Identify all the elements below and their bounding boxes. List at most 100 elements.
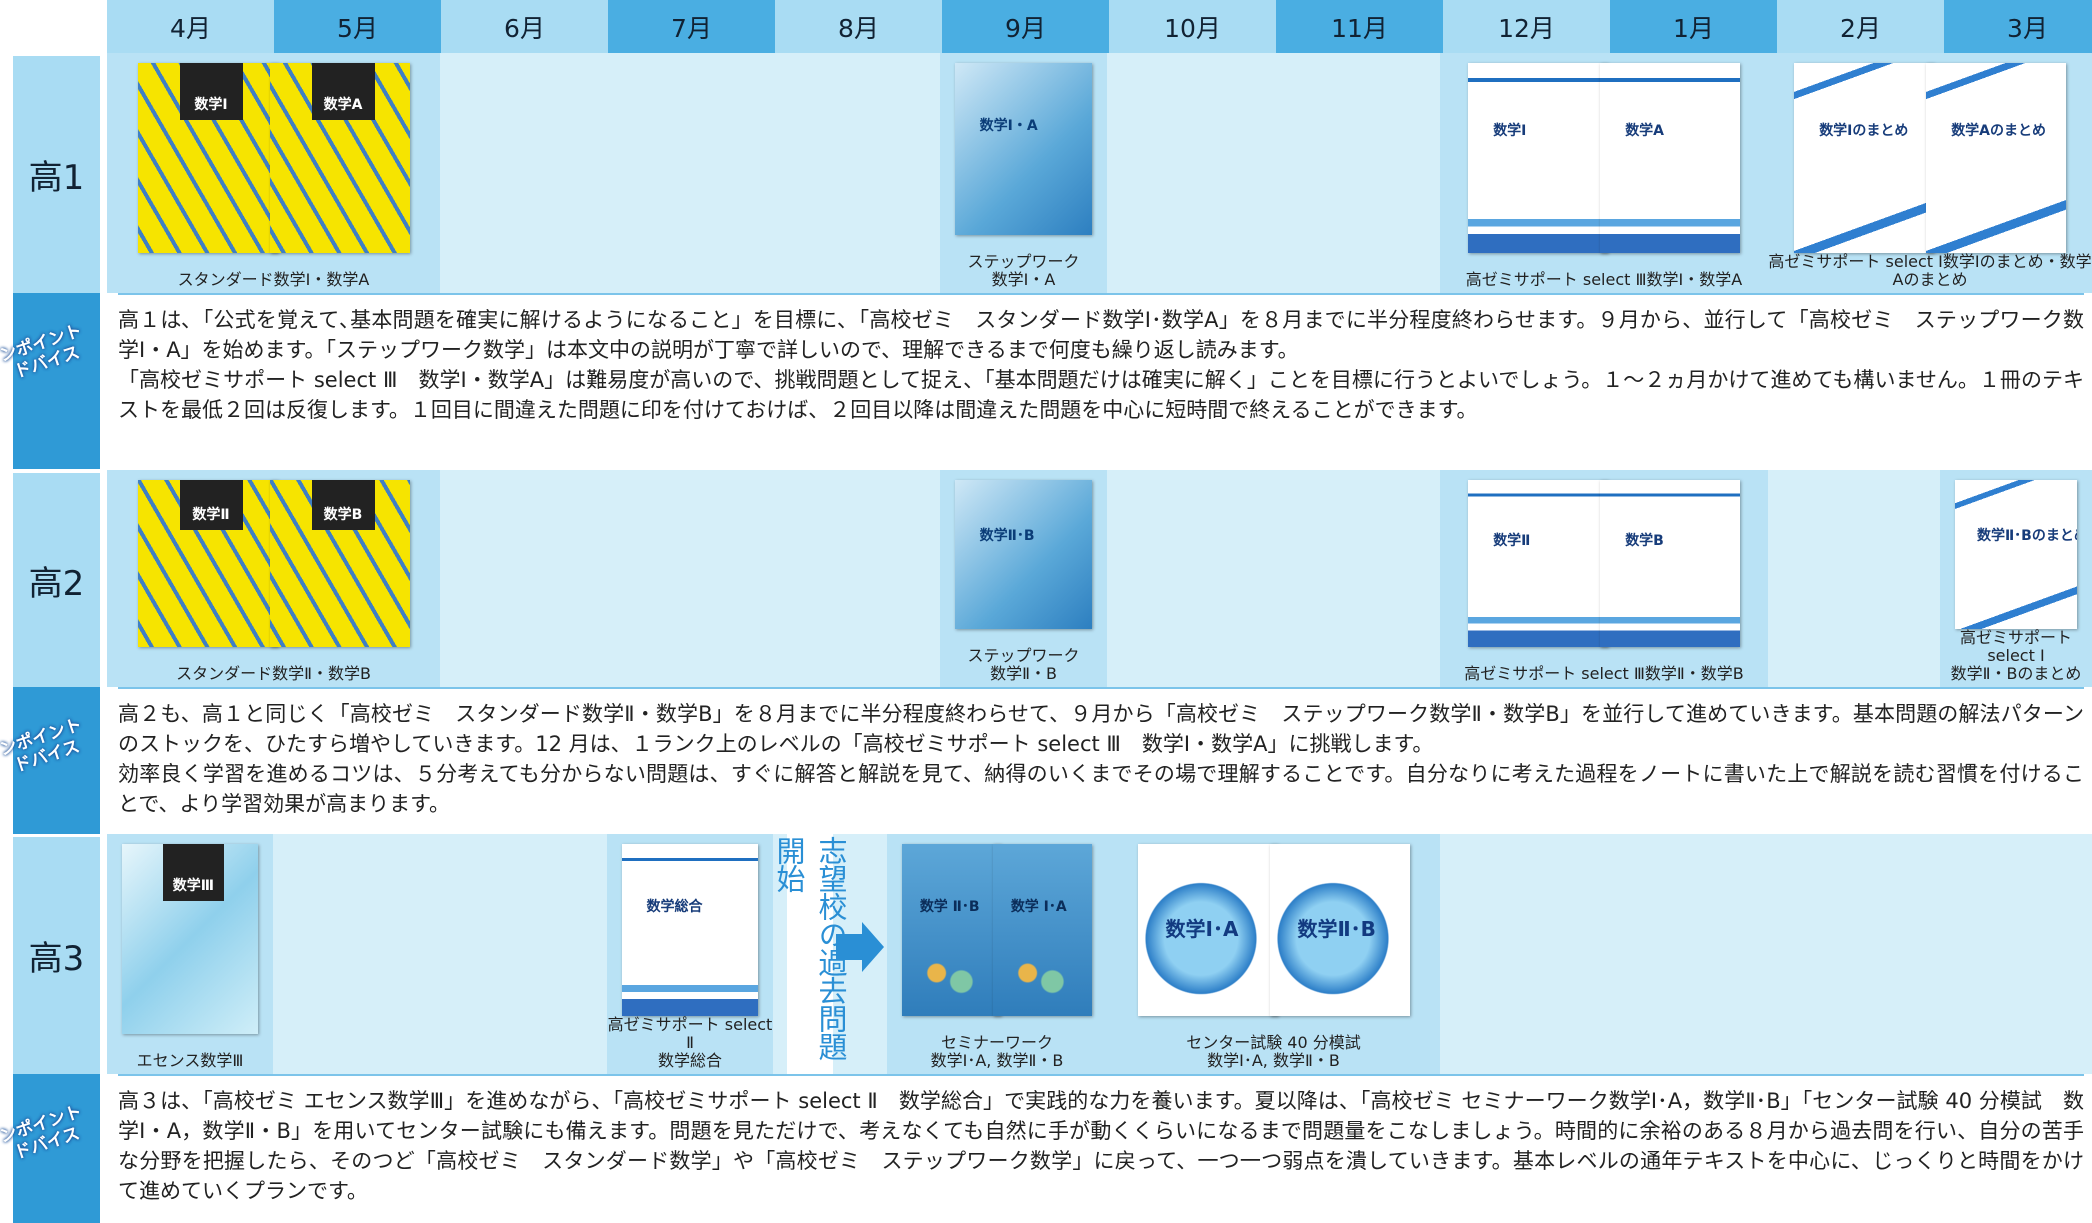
book-caption: 高ゼミサポート select Ⅰ数学Ⅰのまとめ・数学Aのまとめ	[1768, 253, 2092, 289]
caption-line: 高ゼミサポート select Ⅲ数学Ⅰ・数学A	[1465, 270, 1743, 289]
book-caption: スタンダード数学Ⅱ・数学B	[107, 665, 440, 683]
book-panel: 数学Ⅰ･A 数学Ⅱ･B センター試験 40 分模試 数学Ⅰ･A, 数学Ⅱ・B	[1107, 834, 1440, 1074]
caption-line: セミナーワーク	[940, 1033, 1053, 1052]
caption-line: ステップワーク	[967, 252, 1080, 271]
cover-title: 数学A	[311, 63, 375, 120]
caption-line: 数学Ⅰ・A	[991, 270, 1056, 289]
cover-title: 数学Ⅰ･A	[1165, 916, 1239, 941]
book-cover: 数学Ⅰ	[1468, 63, 1608, 253]
book-cover: 数学A	[269, 63, 410, 253]
book-cover: 数学Ⅲ	[122, 844, 258, 1034]
caption-line: 数学Ⅱ・B	[990, 664, 1057, 683]
cover-title: 数学Ⅰ・A	[979, 117, 1038, 134]
cover-title: 数学B	[1625, 533, 1664, 550]
caption-line: 数学Ⅰ･A, 数学Ⅱ・B	[1207, 1051, 1340, 1070]
cover-title: 数学Aのまとめ	[1951, 123, 2047, 139]
grade-label: 高2	[13, 470, 100, 687]
month-label: 4月	[107, 0, 274, 53]
book-cover: 数学総合	[622, 844, 758, 1016]
book-cover: 数学Ⅰ	[137, 63, 278, 253]
note-strip	[787, 834, 833, 1074]
grade-label: 高3	[13, 834, 100, 1074]
cover-title: 数学Ⅱ	[1493, 533, 1531, 550]
book-caption: センター試験 40 分模試 数学Ⅰ･A, 数学Ⅱ・B	[1107, 1034, 1440, 1070]
book-panel: 数学Ⅰ 数学A 高ゼミサポート select Ⅲ数学Ⅰ・数学A	[1440, 53, 1768, 293]
book-caption: セミナーワーク 数学Ⅰ･A, 数学Ⅱ・B	[887, 1034, 1107, 1070]
caption-line: 数学Ⅰ･A, 数学Ⅱ・B	[930, 1051, 1064, 1070]
caption-line: 高ゼミサポート select Ⅰ	[1959, 628, 2072, 665]
book-panel: 数学Ⅲ エセンス数学Ⅲ	[107, 834, 273, 1074]
caption-line: スタンダード数学Ⅰ・数学A	[177, 270, 370, 289]
arrow-head	[862, 922, 884, 972]
month-label: 2月	[1777, 0, 1944, 53]
book-panel: 数学Ⅱ 数学B スタンダード数学Ⅱ・数学B	[107, 470, 440, 687]
caption-line: 高ゼミサポート select Ⅱ	[607, 1015, 773, 1052]
book-cover: 数学 Ⅱ･B	[902, 844, 1001, 1016]
cover-title: 数学Ⅱ･B	[979, 527, 1035, 544]
book-panel: 数学Ⅰのまとめ 数学Aのまとめ高ゼミサポート select Ⅰ数学Ⅰのまとめ・数学…	[1768, 53, 2092, 293]
book-panel: 数学Ⅰ・A ステップワーク 数学Ⅰ・A	[940, 53, 1107, 293]
month-label: 7月	[608, 0, 775, 53]
book-cover: 数学Ⅰ･A	[1137, 844, 1278, 1016]
book-caption: 高ゼミサポート select Ⅱ 数学総合	[607, 1016, 773, 1070]
note-text: 志望校の過去問題開始	[772, 836, 848, 1060]
advice-paragraph: 「高校ゼミサポート select Ⅲ 数学Ⅰ・数学A」は難易度が高いので、挑戦問…	[118, 368, 2084, 422]
book-cover: 数学Ⅱ･B	[955, 480, 1092, 629]
book-cover: 数学Ⅱ･Bのまとめ	[1955, 480, 2077, 629]
month-label: 11月	[1276, 0, 1443, 53]
book-caption: 高ゼミサポート select Ⅲ数学Ⅱ・数学B	[1440, 665, 1768, 683]
cover-title: 数学A	[1625, 123, 1665, 139]
month-label: 9月	[942, 0, 1109, 53]
book-cover: 数学B	[269, 480, 410, 647]
caption-line: 高ゼミサポート select Ⅰ数学Ⅰのまとめ・数学Aのまとめ	[1768, 252, 2092, 289]
book-cover: 数学A	[1600, 63, 1740, 253]
advice-paragraph: 高２も、高１と同じく「高校ゼミ スタンダード数学Ⅱ・数学B」を８月までに半分程度…	[118, 702, 2084, 756]
advice-text: 高３は、「高校ゼミ エセンス数学Ⅲ」を進めながら、「高校ゼミサポート selec…	[118, 1074, 2084, 1223]
advice-text: 高１は､「公式を覚えて､基本問題を確実に解けるようになること」を目標に､「高校ゼ…	[118, 293, 2084, 469]
month-label: 5月	[274, 0, 441, 53]
book-panel: 数学Ⅰ 数学A スタンダード数学Ⅰ・数学A	[107, 53, 440, 293]
caption-line: センター試験 40 分模試	[1186, 1033, 1361, 1052]
book-cover: 数学Aのまとめ	[1926, 63, 2066, 253]
book-cover: 数学Ⅱ･B	[1269, 844, 1410, 1016]
cover-title: 数学B	[311, 480, 375, 531]
month-label: 10月	[1109, 0, 1276, 53]
cover-title: 数学 Ⅱ･B	[919, 898, 980, 915]
book-cover: 数学Ⅰ・A	[955, 63, 1092, 235]
book-panel: 数学Ⅱ･B ステップワーク 数学Ⅱ・B	[940, 470, 1107, 687]
cover-title: 数学Ⅰ	[179, 63, 243, 120]
book-caption: スタンダード数学Ⅰ・数学A	[107, 271, 440, 289]
cover-title: 数学Ⅲ	[162, 844, 224, 901]
month-label: 3月	[1944, 0, 2092, 53]
book-cover: 数学Ⅰのまとめ	[1794, 63, 1934, 253]
caption-line: 数学Ⅱ・Bのまとめ	[1950, 664, 2082, 683]
cover-title: 数学Ⅰ	[1493, 123, 1527, 139]
book-cover: 数学Ⅱ	[1468, 480, 1608, 647]
book-caption: ステップワーク 数学Ⅱ・B	[940, 647, 1107, 683]
grade-label: 高1	[13, 53, 100, 293]
caption-line: 数学総合	[657, 1051, 722, 1070]
book-caption: エセンス数学Ⅲ	[107, 1052, 273, 1070]
book-panel: 数学Ⅱ 数学B 高ゼミサポート select Ⅲ数学Ⅱ・数学B	[1440, 470, 1768, 687]
month-label: 8月	[775, 0, 942, 53]
book-panel: 数学Ⅱ･Bのまとめ 高ゼミサポート select Ⅰ 数学Ⅱ・Bのまとめ	[1940, 470, 2092, 687]
cover-title: 数学総合	[646, 898, 703, 915]
caption-line: ステップワーク	[967, 646, 1080, 665]
month-label: 12月	[1443, 0, 1610, 53]
cover-title: 数学 Ⅰ･A	[1010, 898, 1067, 915]
arrow	[836, 934, 864, 960]
book-caption: 高ゼミサポート select Ⅰ 数学Ⅱ・Bのまとめ	[1940, 629, 2092, 683]
book-panel: 数学総合 高ゼミサポート select Ⅱ 数学総合	[607, 834, 773, 1074]
month-label: 1月	[1610, 0, 1777, 53]
cover-title: 数学Ⅰのまとめ	[1819, 123, 1909, 139]
book-caption: ステップワーク 数学Ⅰ・A	[940, 253, 1107, 289]
advice-paragraph: 高３は、「高校ゼミ エセンス数学Ⅲ」を進めながら、「高校ゼミサポート selec…	[118, 1089, 2084, 1203]
cover-title: 数学Ⅱ･B	[1297, 916, 1376, 941]
month-label: 6月	[441, 0, 608, 53]
caption-line: 高ゼミサポート select Ⅲ数学Ⅱ・数学B	[1464, 664, 1744, 683]
caption-line: スタンダード数学Ⅱ・数学B	[176, 664, 371, 683]
advice-paragraph: 効率良く学習を進めるコツは、５分考えても分からない問題は、すぐに解答と解説を見て…	[118, 762, 2084, 816]
book-caption: 高ゼミサポート select Ⅲ数学Ⅰ・数学A	[1440, 271, 1768, 289]
